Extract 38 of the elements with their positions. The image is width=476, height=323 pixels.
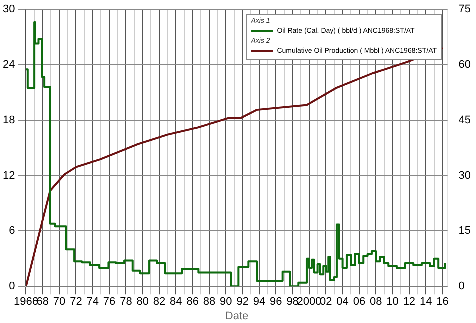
y2-tick-label: 60 bbox=[458, 59, 472, 72]
y-tick-label: 6 bbox=[9, 225, 16, 238]
x-tick-label: 82 bbox=[153, 296, 166, 308]
y2-tick-label: 0 bbox=[458, 280, 465, 293]
x-tick-label: 78 bbox=[120, 296, 132, 308]
x-tick-label: 94 bbox=[253, 296, 266, 308]
x-tick-label: 12 bbox=[403, 296, 416, 308]
y-tick-label: 12 bbox=[2, 170, 16, 182]
x-tick-label: 88 bbox=[203, 296, 216, 308]
x-tick-label: 16 bbox=[436, 296, 449, 308]
x-tick-label: 1966 bbox=[14, 296, 38, 308]
x-tick-label: 98 bbox=[286, 296, 299, 308]
x-tick-label: 06 bbox=[353, 296, 366, 308]
x-tick-label: 84 bbox=[170, 296, 182, 308]
x-tick-label: 80 bbox=[136, 296, 149, 308]
x-tick-label: 72 bbox=[70, 296, 82, 308]
y-tick-label: 18 bbox=[2, 114, 16, 126]
x-tick-label: 10 bbox=[386, 296, 399, 308]
x-tick-label: 76 bbox=[103, 296, 116, 308]
y-tick-label: 0 bbox=[9, 280, 16, 293]
y2-tick-label: 15 bbox=[458, 225, 472, 238]
y-tick-label: 24 bbox=[2, 59, 16, 72]
x-tick-label: 90 bbox=[220, 296, 232, 308]
y2-tick-label: 75 bbox=[458, 4, 472, 16]
x-tick-label: 70 bbox=[53, 296, 66, 308]
x-tick-label: 86 bbox=[186, 296, 199, 308]
x-axis-title: Date bbox=[225, 310, 249, 322]
y2-tick-label: 45 bbox=[458, 114, 472, 126]
x-tick-label: 04 bbox=[336, 296, 349, 308]
x-tick-label: 96 bbox=[270, 296, 282, 308]
x-tick-label: 08 bbox=[370, 296, 382, 308]
x-tick-label: 68 bbox=[36, 296, 50, 308]
x-tick-label: 92 bbox=[236, 296, 249, 308]
x-tick-label: 2000 bbox=[297, 296, 322, 308]
x-tick-label: 14 bbox=[420, 296, 432, 308]
x-tick-label: 74 bbox=[86, 296, 100, 308]
y-tick-label: 30 bbox=[2, 4, 16, 16]
y2-tick-label: 30 bbox=[458, 170, 472, 182]
